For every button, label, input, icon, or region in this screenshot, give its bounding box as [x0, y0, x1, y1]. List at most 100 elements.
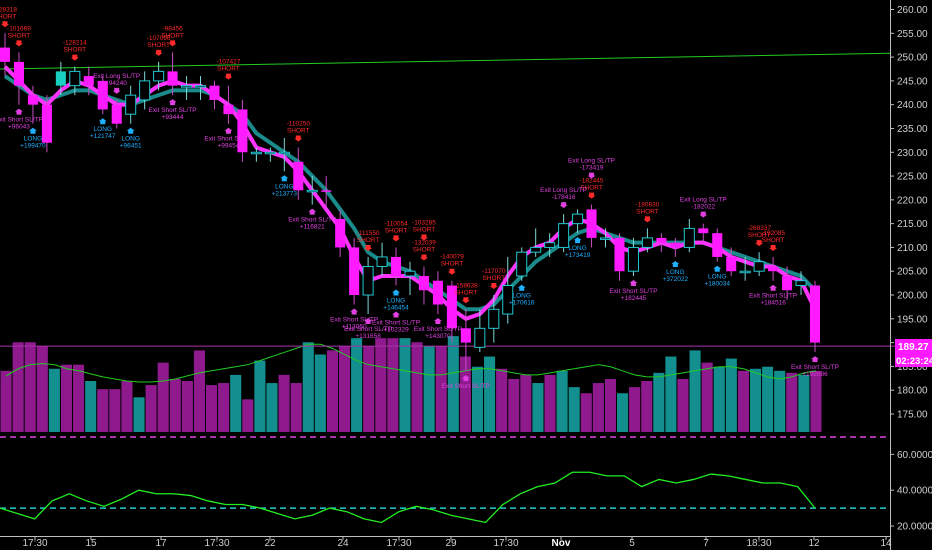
candle[interactable]: [111, 99, 122, 129]
candle[interactable]: [335, 209, 346, 257]
candle[interactable]: [293, 147, 304, 200]
price-axis-tick-label: 215.00: [897, 219, 928, 230]
candle[interactable]: [391, 247, 402, 286]
annotation-text: LONG: [121, 136, 139, 143]
candle[interactable]: [809, 280, 821, 353]
candle[interactable]: [27, 85, 38, 124]
candle[interactable]: [530, 228, 542, 257]
candle[interactable]: [712, 228, 723, 262]
candle[interactable]: [488, 295, 500, 343]
volume-bar: [230, 374, 242, 432]
volume-bar: [314, 354, 326, 432]
candle[interactable]: [474, 309, 486, 353]
candle[interactable]: [782, 266, 793, 300]
candle[interactable]: [139, 71, 151, 110]
candle[interactable]: [599, 228, 612, 248]
annotation-text: +192086: [802, 371, 828, 378]
price-panel[interactable]: [0, 33, 895, 372]
candle[interactable]: [698, 223, 709, 243]
candle[interactable]: [0, 33, 11, 77]
candle[interactable]: [83, 66, 94, 96]
candle[interactable]: [41, 95, 52, 153]
candle[interactable]: [404, 261, 416, 296]
volume-bar: [411, 342, 423, 432]
candle[interactable]: [614, 233, 625, 281]
annotation-text: Exit Long SL/TP: [568, 158, 615, 165]
candle[interactable]: [69, 66, 81, 96]
candle[interactable]: [753, 252, 765, 276]
time-axis-tick-label: 24: [337, 538, 349, 549]
candle[interactable]: [181, 76, 193, 100]
annotation-text: Exit Short SL/TP: [791, 364, 839, 371]
candle[interactable]: [627, 237, 639, 276]
annotation-text: +170616: [509, 300, 535, 307]
candle[interactable]: [558, 214, 570, 253]
volume-bar: [423, 346, 435, 432]
candle[interactable]: [264, 147, 276, 162]
annotation-text: SHORT: [748, 232, 771, 239]
candle[interactable]: [125, 85, 137, 124]
annotation-text: +96451: [120, 143, 142, 150]
candle[interactable]: [795, 271, 807, 296]
annotation-text: Exit Short SL/TP: [344, 326, 392, 333]
candle[interactable]: [209, 80, 220, 110]
candle[interactable]: [726, 247, 737, 276]
trendline[interactable]: [0, 52, 891, 70]
candle[interactable]: [586, 204, 597, 248]
candle[interactable]: [683, 218, 695, 253]
candle[interactable]: [237, 99, 248, 162]
candle[interactable]: [446, 280, 457, 343]
candle[interactable]: [167, 52, 178, 96]
candle[interactable]: [250, 147, 262, 162]
candle[interactable]: [55, 61, 66, 96]
annotation-text: SHORT: [482, 275, 505, 282]
candle[interactable]: [194, 76, 207, 100]
candle[interactable]: [376, 242, 388, 276]
candle[interactable]: [670, 237, 681, 257]
candle[interactable]: [641, 228, 653, 253]
candle[interactable]: [739, 256, 751, 281]
annotation-text: SHORT: [357, 237, 380, 244]
volume-bar: [97, 389, 109, 432]
candle[interactable]: [306, 176, 318, 205]
candle[interactable]: [223, 85, 234, 124]
annotation-text: -107096: [147, 35, 171, 42]
candle[interactable]: [278, 137, 290, 172]
candle[interactable]: [362, 256, 374, 315]
annotation-text: LONG: [24, 136, 42, 143]
candle[interactable]: [97, 76, 108, 115]
volume-panel: [0, 336, 822, 432]
candle[interactable]: [460, 309, 471, 372]
annotation-text: -110054: [384, 220, 408, 227]
candle[interactable]: [418, 266, 429, 305]
volume-bar: [459, 356, 471, 432]
annotation-text: Exit Short SL/TP: [749, 293, 797, 300]
time-axis-tick-label: 7: [703, 538, 709, 549]
candle[interactable]: [349, 237, 360, 305]
candle[interactable]: [544, 233, 556, 257]
candle[interactable]: [656, 233, 667, 253]
candle[interactable]: [13, 52, 24, 105]
candle[interactable]: [432, 271, 443, 315]
short-signal-annotation: Exit Long SL/TP-94240: [93, 73, 140, 94]
annotation-text: Exit Short SL/TP: [288, 217, 336, 224]
candle[interactable]: [153, 61, 165, 91]
volume-bar: [774, 370, 786, 432]
annotation-text: +146454: [383, 304, 409, 311]
volume-bar: [737, 370, 749, 432]
candle[interactable]: [321, 176, 332, 210]
candle[interactable]: [516, 247, 528, 281]
candle[interactable]: [572, 209, 584, 234]
candle[interactable]: [502, 256, 514, 324]
volume-bar: [278, 374, 290, 432]
candle[interactable]: [768, 256, 779, 281]
annotation-text: Exit Short SL/TP: [330, 317, 378, 324]
volume-bar: [351, 338, 363, 432]
exit-signal-annotation: LONG+146454: [383, 289, 409, 311]
time-axis-tick-label: 14: [880, 538, 892, 549]
